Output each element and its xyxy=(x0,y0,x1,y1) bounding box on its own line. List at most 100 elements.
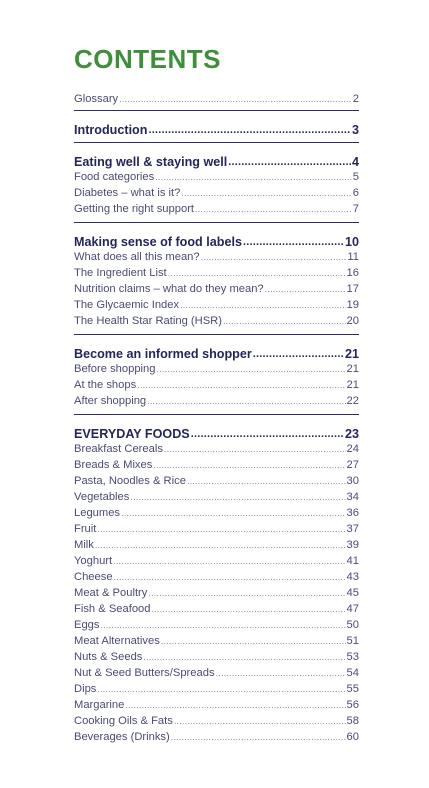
toc-section-heading[interactable]: Making sense of food labels.............… xyxy=(74,231,359,249)
toc-entry[interactable]: Food categories.........................… xyxy=(74,167,359,183)
toc-section-heading[interactable]: Become an informed shopper..............… xyxy=(74,343,359,361)
toc-page-number: 5 xyxy=(352,171,359,183)
toc-page-number: 24 xyxy=(346,443,359,455)
toc-entry[interactable]: Getting the right support...............… xyxy=(74,199,359,215)
toc-entry-label: Yoghurt xyxy=(74,555,113,567)
toc-entry[interactable]: Meat & Poultry..........................… xyxy=(74,583,359,599)
section-divider xyxy=(74,110,359,111)
toc-entry[interactable]: Milk....................................… xyxy=(74,535,359,551)
toc-entry[interactable]: Meat Alternatives.......................… xyxy=(74,631,359,647)
toc-entry-label: Glossary xyxy=(74,93,119,105)
dot-leader: ........................................… xyxy=(252,348,344,360)
dot-leader: ........................................… xyxy=(119,94,352,104)
toc-page-number: 11 xyxy=(347,251,359,263)
toc-page-number: 34 xyxy=(346,491,359,503)
toc-page-number: 56 xyxy=(346,699,359,711)
toc-entry[interactable]: Nutrition claims – what do they mean?...… xyxy=(74,279,359,295)
dot-leader: ........................................… xyxy=(181,188,352,198)
toc-entry[interactable]: Margarine...............................… xyxy=(74,695,359,711)
toc-entry-label: Breads & Mixes xyxy=(74,459,153,471)
toc-page-number: 22 xyxy=(346,395,359,407)
dot-leader: ........................................… xyxy=(137,380,346,390)
dot-leader: ........................................… xyxy=(97,524,346,534)
toc-page-number: 30 xyxy=(346,475,359,487)
dot-leader: ........................................… xyxy=(195,204,352,214)
toc-section-heading[interactable]: EVERYDAY FOODS..........................… xyxy=(74,423,359,441)
toc-entry-label: Become an informed shopper xyxy=(74,347,252,361)
toc-entry[interactable]: Dips....................................… xyxy=(74,679,359,695)
toc-entry[interactable]: Breads & Mixes..........................… xyxy=(74,455,359,471)
toc-section-heading[interactable]: Eating well & staying well..............… xyxy=(74,151,359,169)
toc-page-number: 58 xyxy=(346,715,359,727)
toc-entry[interactable]: Pasta, Noodles & Rice...................… xyxy=(74,471,359,487)
toc-page-number: 39 xyxy=(346,539,359,551)
dot-leader: ........................................… xyxy=(222,316,346,326)
toc-page-number: 54 xyxy=(346,667,359,679)
toc-page-number: 50 xyxy=(346,619,359,631)
toc-entry[interactable]: Eggs....................................… xyxy=(74,615,359,631)
toc-entry[interactable]: Breakfast Cereals.......................… xyxy=(74,439,359,455)
toc-entry[interactable]: Before shopping.........................… xyxy=(74,359,359,375)
toc-entry-label: Nut & Seed Butters/Spreads xyxy=(74,667,215,679)
toc-entry[interactable]: Yoghurt.................................… xyxy=(74,551,359,567)
section-divider xyxy=(74,334,359,335)
section-divider xyxy=(74,414,359,415)
toc-entry[interactable]: Legumes.................................… xyxy=(74,503,359,519)
toc-entry[interactable]: Nut & Seed Butters/Spreads..............… xyxy=(74,663,359,679)
toc-entry-label: Pasta, Noodles & Rice xyxy=(74,475,186,487)
dot-leader: ........................................… xyxy=(190,428,344,440)
dot-leader: ........................................… xyxy=(170,732,346,742)
dot-leader: ........................................… xyxy=(151,604,346,614)
dot-leader: ........................................… xyxy=(180,300,345,310)
toc-page-number: 53 xyxy=(346,651,359,663)
toc-section-heading[interactable]: Introduction............................… xyxy=(74,119,359,137)
toc-page-number: 21 xyxy=(346,379,359,391)
dot-leader: ........................................… xyxy=(113,572,346,582)
dot-leader: ........................................… xyxy=(113,556,346,566)
toc-entry-label: At the shops xyxy=(74,379,137,391)
toc-entry-label: Fruit xyxy=(74,523,97,535)
toc-entry[interactable]: What does all this mean?................… xyxy=(74,247,359,263)
toc-entry[interactable]: After shopping..........................… xyxy=(74,391,359,407)
toc-entry-label: Milk xyxy=(74,539,94,551)
dot-leader: ........................................… xyxy=(94,540,346,550)
toc-entry[interactable]: Nuts & Seeds............................… xyxy=(74,647,359,663)
toc-page-number: 6 xyxy=(352,187,359,199)
toc-entry[interactable]: The Health Star Rating (HSR)............… xyxy=(74,311,359,327)
section-divider xyxy=(74,142,359,143)
toc-page-number: 23 xyxy=(344,427,359,441)
toc-page-number: 41 xyxy=(346,555,359,567)
toc-entry[interactable]: Cooking Oils & Fats.....................… xyxy=(74,711,359,727)
toc-entry[interactable]: Diabetes – what is it?..................… xyxy=(74,183,359,199)
toc-page-number: 37 xyxy=(346,523,359,535)
toc-entry-label: Margarine xyxy=(74,699,125,711)
toc-entry[interactable]: Beverages (Drinks)......................… xyxy=(74,727,359,743)
toc-entry[interactable]: The Ingredient List.....................… xyxy=(74,263,359,279)
toc-page-number: 19 xyxy=(346,299,359,311)
dot-leader: ........................................… xyxy=(264,284,346,294)
toc-entry[interactable]: Fish & Seafood..........................… xyxy=(74,599,359,615)
dot-leader: ........................................… xyxy=(155,172,352,182)
toc-entry-label: EVERYDAY FOODS xyxy=(74,427,190,441)
toc-entry-label: Food categories xyxy=(74,171,155,183)
toc-entry[interactable]: The Glycaemic Index.....................… xyxy=(74,295,359,311)
toc-entry[interactable]: Cheese..................................… xyxy=(74,567,359,583)
toc-entry[interactable]: Glossary................................… xyxy=(74,89,359,105)
toc-entry-label: Vegetables xyxy=(74,491,130,503)
toc-entry-label: Dips xyxy=(74,683,97,695)
toc-page-number: 55 xyxy=(346,683,359,695)
toc-entry-label: Diabetes – what is it? xyxy=(74,187,181,199)
toc-entry-label: Cheese xyxy=(74,571,113,583)
toc-page-number: 2 xyxy=(352,93,359,105)
toc-page-number: 3 xyxy=(351,123,359,137)
toc-entry-label: Cooking Oils & Fats xyxy=(74,715,173,727)
toc-entry[interactable]: Vegetables..............................… xyxy=(74,487,359,503)
toc-page-number: 21 xyxy=(346,363,359,375)
toc-entry-label: Getting the right support xyxy=(74,203,195,215)
toc-page-number: 43 xyxy=(346,571,359,583)
toc-entry-label: Before shopping xyxy=(74,363,156,375)
toc-page-number: 20 xyxy=(346,315,359,327)
toc-entry[interactable]: Fruit...................................… xyxy=(74,519,359,535)
toc-entry-label: The Glycaemic Index xyxy=(74,299,180,311)
toc-entry[interactable]: At the shops............................… xyxy=(74,375,359,391)
